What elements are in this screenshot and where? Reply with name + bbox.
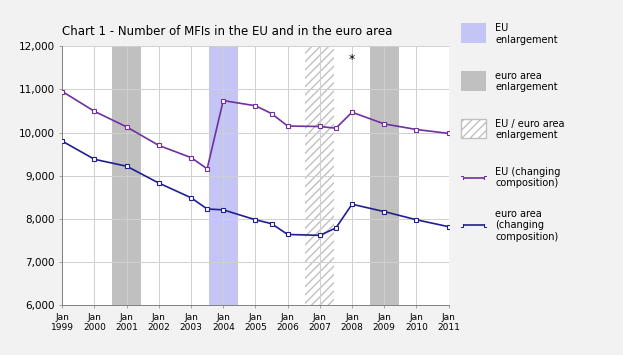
Text: EU
enlargement: EU enlargement bbox=[495, 23, 558, 44]
Text: euro area
(changing
composition): euro area (changing composition) bbox=[495, 209, 559, 242]
Bar bbox=[305, 46, 335, 305]
Bar bbox=[112, 46, 141, 305]
Text: euro area
enlargement: euro area enlargement bbox=[495, 71, 558, 92]
Text: *: * bbox=[349, 53, 355, 66]
Text: EU / euro area
enlargement: EU / euro area enlargement bbox=[495, 119, 565, 140]
Text: Chart 1 - Number of MFIs in the EU and in the euro area: Chart 1 - Number of MFIs in the EU and i… bbox=[62, 25, 392, 38]
Text: EU (changing
composition): EU (changing composition) bbox=[495, 167, 561, 188]
Bar bbox=[209, 46, 238, 305]
Bar bbox=[369, 46, 399, 305]
